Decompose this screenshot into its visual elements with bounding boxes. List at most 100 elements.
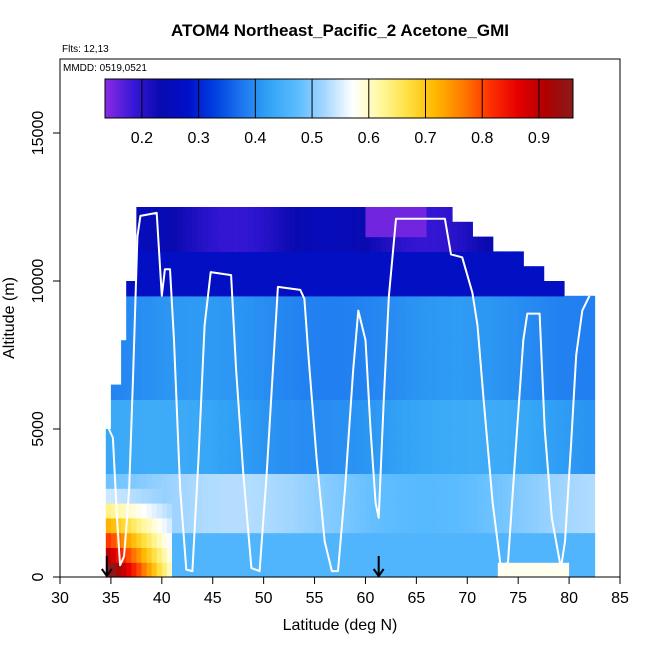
- heatmap-cell: [390, 251, 397, 267]
- heatmap-cell: [589, 399, 596, 415]
- heatmap-cell: [375, 429, 382, 445]
- heatmap-cell: [574, 414, 580, 430]
- heatmap-cell: [543, 310, 550, 326]
- heatmap-cell: [548, 384, 555, 400]
- heatmap-cell: [548, 355, 555, 371]
- heatmap-cell: [258, 399, 265, 415]
- heatmap-cell: [579, 503, 585, 519]
- heatmap-cell: [238, 532, 244, 548]
- heatmap-cell: [548, 562, 555, 578]
- heatmap-cell: [207, 384, 214, 400]
- heatmap-cell: [574, 384, 580, 400]
- heatmap-cell: [564, 562, 570, 578]
- heatmap-cell: [263, 355, 270, 371]
- heatmap-cell: [136, 266, 143, 282]
- heatmap-cell: [273, 503, 280, 519]
- heatmap-cell: [177, 399, 183, 415]
- heatmap-cell: [523, 458, 529, 474]
- heatmap-cell: [482, 562, 489, 578]
- heatmap-cell: [156, 207, 163, 223]
- heatmap-cell: [294, 340, 300, 356]
- heatmap-cell: [390, 295, 397, 312]
- heatmap-cell: [233, 236, 239, 252]
- heatmap-cell: [192, 340, 199, 356]
- heatmap-cell: [523, 295, 529, 312]
- heatmap-cell: [457, 325, 463, 341]
- heatmap-cell: [360, 488, 367, 504]
- heatmap-cell: [334, 414, 341, 430]
- heatmap-cell: [243, 458, 249, 474]
- heatmap-cell: [589, 429, 596, 445]
- heatmap-cell: [314, 325, 321, 341]
- heatmap-cell: [350, 251, 356, 267]
- heatmap-cell: [487, 310, 494, 326]
- heatmap-cell: [579, 384, 585, 400]
- heatmap-cell: [375, 473, 382, 489]
- heatmap-cell: [197, 310, 204, 326]
- heatmap-cell: [324, 295, 331, 312]
- heatmap-cell: [462, 399, 468, 415]
- heatmap-cell: [273, 207, 280, 223]
- colorbar-tick-label: 0.4: [244, 130, 266, 147]
- heatmap-cell: [396, 532, 402, 548]
- heatmap-cell: [228, 251, 234, 267]
- heatmap-cell: [411, 310, 417, 326]
- heatmap-cell: [172, 473, 178, 489]
- heatmap-cell: [436, 488, 443, 504]
- heatmap-cell: [233, 221, 239, 238]
- heatmap-cell: [569, 547, 575, 563]
- heatmap-cell: [248, 399, 255, 415]
- heatmap-cell: [452, 236, 458, 252]
- heatmap-cell: [253, 458, 260, 474]
- heatmap-cell: [217, 399, 224, 415]
- heatmap-cell: [299, 532, 305, 548]
- heatmap-cell: [446, 281, 453, 297]
- heatmap-cell: [284, 399, 290, 415]
- heatmap-cell: [564, 340, 570, 356]
- x-tick-label: 75: [509, 590, 527, 607]
- heatmap-cell: [207, 443, 214, 460]
- heatmap-cell: [472, 355, 479, 371]
- heatmap-cell: [513, 355, 519, 371]
- heatmap-cell: [309, 414, 316, 430]
- heatmap-cell: [497, 251, 504, 267]
- heatmap-cell: [202, 399, 209, 415]
- heatmap-cell: [380, 236, 387, 252]
- heatmap-cell: [151, 458, 158, 474]
- heatmap-cell: [350, 340, 356, 356]
- heatmap-cell: [497, 473, 504, 489]
- heatmap-cell: [579, 488, 585, 504]
- heatmap-cell: [487, 414, 494, 430]
- heatmap-cell: [513, 547, 519, 563]
- heatmap-cell: [197, 251, 204, 267]
- heatmap-cell: [574, 532, 580, 548]
- heatmap-cell: [482, 488, 489, 504]
- heatmap-cell: [553, 325, 560, 341]
- heatmap-cell: [518, 488, 524, 504]
- heatmap-cell: [136, 532, 143, 548]
- heatmap-cell: [334, 236, 341, 252]
- heatmap-cell: [177, 340, 183, 356]
- heatmap-cell: [421, 443, 428, 460]
- heatmap-cell: [370, 443, 377, 460]
- heatmap-cell: [411, 473, 417, 489]
- heatmap-cell: [278, 488, 285, 504]
- heatmap-cell: [513, 384, 519, 400]
- heatmap-cell: [482, 251, 489, 267]
- heatmap-cell: [467, 414, 473, 430]
- heatmap-cell: [222, 221, 229, 238]
- heatmap-cell: [166, 503, 173, 519]
- heatmap-cell: [319, 369, 326, 386]
- heatmap-cell: [375, 517, 382, 534]
- heatmap-cell: [172, 221, 178, 238]
- heatmap-cell: [528, 295, 535, 312]
- heatmap-cell: [436, 207, 443, 223]
- heatmap-cell: [416, 384, 423, 400]
- heatmap-cell: [477, 488, 484, 504]
- heatmap-cell: [202, 207, 209, 223]
- heatmap-cell: [202, 221, 209, 238]
- heatmap-cell: [452, 547, 458, 563]
- heatmap-cell: [156, 488, 163, 504]
- heatmap-cell: [299, 310, 305, 326]
- heatmap-cell: [416, 369, 423, 386]
